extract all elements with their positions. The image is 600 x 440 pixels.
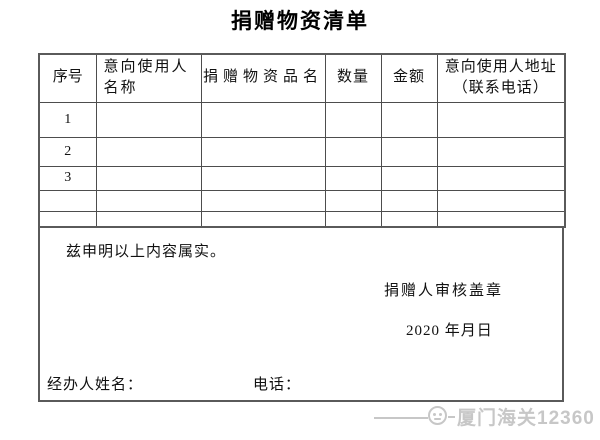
phone-label: 电话： [253,377,302,393]
col-header-quantity: 数量 [324,53,382,103]
table-cell: 3 [38,165,97,191]
table-cell [324,136,382,167]
watermark-line [374,417,428,419]
table-cell [324,210,382,228]
col-header-user-address-phone: 意向使用人地址 （联系电话） [436,53,566,103]
table-cell [95,165,202,191]
table-cell [95,210,202,228]
table-cell [200,210,326,228]
table-cell [380,189,438,212]
table-cell [95,189,202,212]
table-row: 1 [38,101,566,138]
table-cell [380,210,438,228]
table-row: 2 [38,136,566,167]
table-cell [436,189,566,212]
col-header-donated-item-name: 捐赠物资品名 [200,53,326,103]
donor-seal-label: 捐赠人审核盖章 [384,283,504,299]
watermark-text: 厦门海关12360 [457,408,595,429]
table-cell [95,101,202,138]
table-cell [324,101,382,138]
page-title: 捐赠物资清单 [231,10,369,33]
table-cell [436,210,566,228]
table-cell [38,189,97,212]
table-cell [200,165,326,191]
table-cell [38,210,97,228]
table-row [38,189,566,212]
table-header-row: 序号 意向使用人 名称 捐赠物资品名 数量 金额 意向使用人地址 （联系电话） [38,53,566,103]
declaration-box: 兹申明以上内容属实。 捐赠人审核盖章 2020 年月日 经办人姓名： 电话： [38,228,564,402]
table-cell [324,165,382,191]
date-line: 2020 年月日 [406,323,493,339]
table-row: 3 [38,165,566,191]
table-cell [200,189,326,212]
watermark-dash [448,416,455,418]
table-cell [380,101,438,138]
col-header-amount: 金额 [380,53,438,103]
table-cell [380,136,438,167]
smiley-face-icon [428,406,447,425]
table-cell: 2 [38,136,97,167]
handler-name-label: 经办人姓名： [47,377,144,393]
donation-form-area: 序号 意向使用人 名称 捐赠物资品名 数量 金额 意向使用人地址 （联系电话） … [38,53,566,402]
table-cell [95,136,202,167]
table-cell [436,101,566,138]
col-header-intended-user-name: 意向使用人 名称 [95,53,202,103]
donation-items-table: 序号 意向使用人 名称 捐赠物资品名 数量 金额 意向使用人地址 （联系电话） … [38,53,566,228]
table-cell [324,189,382,212]
table-row [38,210,566,228]
table-cell: 1 [38,101,97,138]
declaration-statement: 兹申明以上内容属实。 [66,244,227,260]
table-cell [436,136,566,167]
table-cell [436,165,566,191]
col-header-serial-number: 序号 [38,53,97,103]
table-cell [200,101,326,138]
table-cell [200,136,326,167]
table-cell [380,165,438,191]
